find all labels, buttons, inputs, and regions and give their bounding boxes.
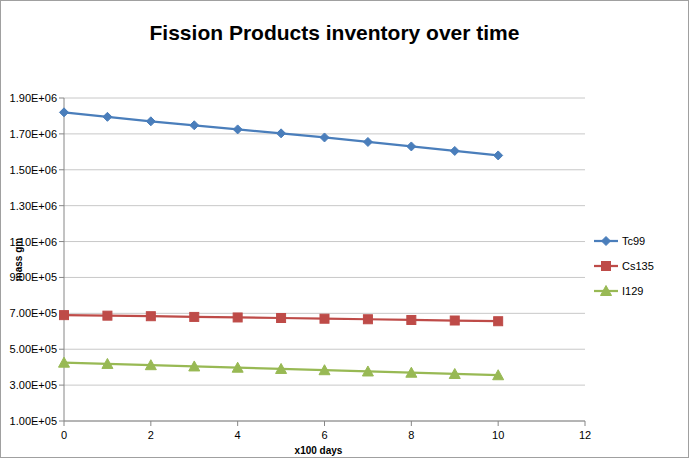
point xyxy=(60,311,69,320)
point xyxy=(494,151,503,160)
y-tick-label: 1.70E+06 xyxy=(10,128,57,140)
title: Fission Products inventory over time xyxy=(150,21,520,44)
y-tick xyxy=(59,169,64,170)
point xyxy=(320,314,329,323)
legend: Tc99 Cs135 I129 xyxy=(594,235,654,297)
point xyxy=(146,312,155,321)
point xyxy=(190,121,199,130)
point xyxy=(277,129,286,138)
y-tick xyxy=(59,241,64,242)
y-tick-label: 5.00E+05 xyxy=(10,343,57,355)
point xyxy=(60,108,69,117)
x-tick-label: 2 xyxy=(148,429,154,441)
point xyxy=(145,360,156,370)
x-tick xyxy=(150,421,151,426)
point xyxy=(103,112,112,121)
y-tick-label: 7.00E+05 xyxy=(10,307,57,319)
grid-line xyxy=(64,241,585,242)
axes: 1.00E+053.00E+055.00E+057.00E+059.00E+05… xyxy=(10,92,592,441)
legend-label: I129 xyxy=(622,285,643,297)
grid-line xyxy=(64,277,585,278)
x-axis-title: x100 days xyxy=(295,445,343,456)
legend-label: Tc99 xyxy=(622,235,645,247)
point xyxy=(320,133,329,142)
grid-line xyxy=(64,385,585,386)
grid-line xyxy=(64,349,585,350)
point xyxy=(363,137,372,146)
y-tick xyxy=(59,349,64,350)
point xyxy=(319,365,330,375)
y-tick-label: 1.30E+06 xyxy=(10,200,57,212)
chart: Fission Products inventory over time 1.00… xyxy=(0,0,689,458)
point xyxy=(102,358,113,368)
point xyxy=(146,117,155,126)
point xyxy=(232,362,243,372)
point xyxy=(450,316,459,325)
y-tick-label: 1.00E+05 xyxy=(10,415,57,427)
point xyxy=(190,312,199,321)
x-tick xyxy=(411,421,412,426)
point xyxy=(189,361,200,371)
x-tick xyxy=(237,421,238,426)
y-tick xyxy=(59,421,64,422)
legend-marker xyxy=(601,286,612,296)
x-tick xyxy=(498,421,499,426)
grid-line xyxy=(64,205,585,206)
point xyxy=(276,363,287,373)
y-tick-label: 1.50E+06 xyxy=(10,164,57,176)
x-tick-label: 8 xyxy=(408,429,414,441)
y-tick xyxy=(59,277,64,278)
x-tick xyxy=(585,421,586,426)
x-tick-label: 4 xyxy=(235,429,241,441)
x-tick xyxy=(324,421,325,426)
y-tick xyxy=(59,385,64,386)
point xyxy=(450,146,459,155)
point xyxy=(362,366,373,376)
y-tick-label: 1.90E+06 xyxy=(10,92,57,104)
legend-marker xyxy=(602,237,611,246)
y-axis-title: mass gm xyxy=(13,238,24,281)
y-tick xyxy=(59,205,64,206)
series-line xyxy=(64,112,498,155)
grid-line xyxy=(64,169,585,170)
point xyxy=(233,313,242,322)
grid-line xyxy=(64,98,585,99)
y-axis xyxy=(64,98,65,421)
y-tick xyxy=(59,98,64,99)
point xyxy=(493,370,504,380)
y-tick-label: 3.00E+05 xyxy=(10,379,57,391)
x-tick-label: 6 xyxy=(321,429,327,441)
point xyxy=(233,125,242,134)
point xyxy=(494,317,503,326)
point xyxy=(363,315,372,324)
y-tick xyxy=(59,133,64,134)
grid-line xyxy=(64,313,585,314)
series-line xyxy=(64,363,498,376)
chart-border xyxy=(1,1,689,458)
point xyxy=(407,315,416,324)
legend-label: Cs135 xyxy=(622,260,654,272)
x-tick xyxy=(64,421,65,426)
point xyxy=(277,313,286,322)
point xyxy=(103,311,112,320)
point xyxy=(407,142,416,151)
plot-data xyxy=(59,108,504,380)
point xyxy=(59,357,70,367)
x-tick-label: 10 xyxy=(492,429,504,441)
x-tick-label: 0 xyxy=(61,429,67,441)
point xyxy=(449,368,460,378)
point xyxy=(406,367,417,377)
x-tick-label: 12 xyxy=(579,429,591,441)
legend-marker xyxy=(602,262,611,271)
